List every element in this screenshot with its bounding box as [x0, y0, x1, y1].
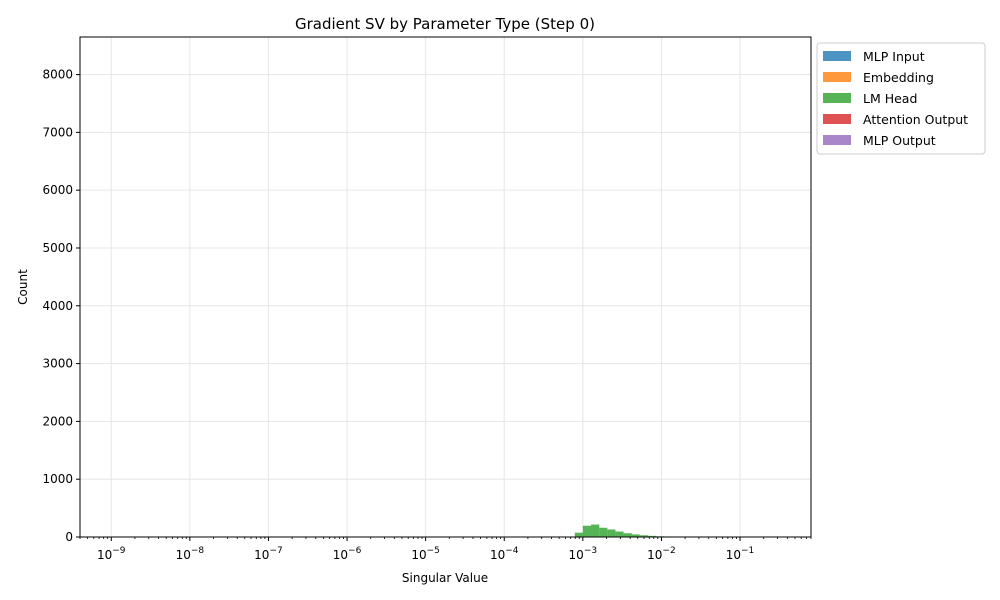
histogram-bar [639, 535, 649, 537]
histogram-bar [607, 529, 616, 537]
y-tick-label: 5000 [42, 241, 73, 255]
x-axis-title: Singular Value [402, 571, 488, 585]
plot-frame [79, 36, 812, 538]
legend-swatch [823, 93, 851, 103]
x-tick-label: 10−4 [490, 546, 519, 562]
legend-label: MLP Output [863, 133, 936, 148]
x-tick-label: 10−7 [254, 546, 283, 562]
plot-area [80, 37, 811, 537]
x-tick-label: 10−9 [97, 546, 126, 562]
y-tick-label: 6000 [42, 183, 73, 197]
legend-swatch [823, 114, 851, 124]
x-tick-label: 10−6 [333, 546, 362, 562]
legend-label: LM Head [863, 91, 917, 106]
legend: MLP Input Embedding LM Head Attention Outpu… [816, 42, 986, 155]
histogram-bar [648, 535, 657, 537]
x-tick-label: 10−1 [726, 546, 755, 562]
y-tick-label: 7000 [42, 125, 73, 139]
y-tick-label: 0 [65, 530, 73, 544]
histogram-bar [574, 532, 583, 537]
x-tick-label: 10−5 [411, 546, 440, 562]
legend-swatch [823, 72, 851, 82]
histogram-bar [582, 525, 591, 537]
y-tick-label: 4000 [42, 299, 73, 313]
x-tick-label: 10−2 [647, 546, 676, 562]
legend-swatch [823, 51, 851, 61]
legend-label: Embedding [863, 70, 934, 85]
histogram-bar [631, 534, 640, 537]
histogram-bar [623, 533, 632, 537]
y-tick-label: 3000 [42, 357, 73, 371]
legend-label: Attention Output [863, 112, 968, 127]
chart-title: Gradient SV by Parameter Type (Step 0) [295, 15, 595, 33]
legend-box [816, 42, 986, 155]
y-axis-title: Count [16, 269, 30, 305]
legend-label: MLP Input [863, 49, 925, 64]
y-tick-label: 2000 [42, 414, 73, 428]
histogram-bar [599, 527, 608, 537]
histogram-bar [615, 531, 624, 537]
y-tick-label: 1000 [42, 472, 73, 486]
x-axis-ticks: 10−9 10−8 10−7 10−6 10−5 10−4 10−3 10−2 10−1 [79, 537, 812, 562]
x-tick-label: 10−8 [176, 546, 205, 562]
y-tick-label: 8000 [42, 68, 73, 82]
y-axis-ticks: 0 1000 2000 3000 4000 5000 6000 7000 8000 [42, 68, 80, 544]
legend-swatch [823, 135, 851, 145]
x-tick-label: 10−3 [569, 546, 598, 562]
histogram-bar [590, 524, 600, 537]
